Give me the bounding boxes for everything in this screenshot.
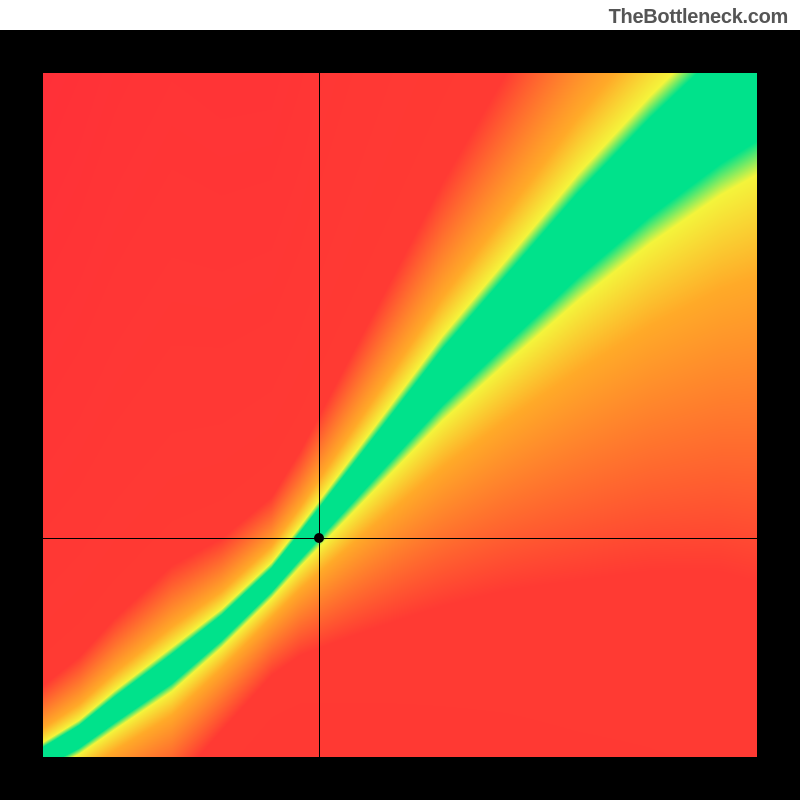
crosshair-vertical <box>319 73 320 757</box>
attribution-text: TheBottleneck.com <box>609 6 788 29</box>
heatmap-canvas <box>43 73 757 757</box>
crosshair-horizontal <box>43 538 757 539</box>
crosshair-marker <box>314 533 324 543</box>
